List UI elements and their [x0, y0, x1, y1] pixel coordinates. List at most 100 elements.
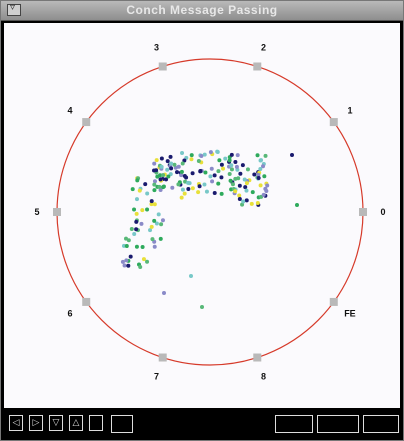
message-dot: [295, 203, 299, 207]
message-dot: [149, 199, 154, 204]
message-dot: [237, 196, 242, 201]
triangle-down-icon[interactable]: ▽: [49, 415, 63, 431]
message-dot: [159, 222, 164, 227]
message-dot: [160, 218, 165, 223]
message-dot: [237, 183, 242, 188]
message-dot: [264, 189, 269, 194]
message-dot: [152, 161, 157, 166]
message-dot: [152, 218, 157, 223]
message-dot: [265, 183, 270, 188]
message-dot: [240, 202, 245, 207]
message-dot: [124, 244, 129, 249]
message-dot: [217, 158, 222, 163]
message-dot: [165, 167, 170, 172]
message-dot: [186, 186, 191, 191]
message-dot: [170, 185, 175, 190]
node-marker[interactable]: [158, 62, 167, 71]
message-dot: [154, 168, 159, 173]
message-dot: [255, 153, 260, 158]
message-dot: [219, 162, 224, 167]
message-dot: [156, 212, 161, 217]
triangle-left-icon[interactable]: ◁: [9, 415, 23, 431]
triangle-up-icon[interactable]: △: [69, 415, 83, 431]
message-dot: [145, 191, 150, 196]
message-dot: [223, 156, 228, 161]
message-dot: [200, 305, 204, 309]
message-dot: [244, 181, 249, 186]
message-dot: [245, 167, 250, 172]
message-dot: [235, 153, 240, 158]
message-dot: [290, 153, 294, 157]
message-dot: [212, 190, 217, 195]
toolbar-blank-button[interactable]: [89, 415, 103, 431]
message-dot: [152, 202, 157, 207]
node-marker[interactable]: [158, 353, 167, 362]
message-dot: [259, 158, 264, 163]
chevron-down-icon: ▿: [10, 2, 16, 13]
message-dot: [228, 178, 233, 183]
message-dot: [233, 189, 238, 194]
message-dot: [243, 185, 248, 190]
node-marker[interactable]: [53, 208, 61, 216]
node-label: 7: [154, 372, 159, 382]
window-title: Conch Message Passing: [126, 3, 278, 17]
triangle-right-icon[interactable]: ▷: [29, 415, 43, 431]
message-dot: [203, 170, 208, 175]
message-dot: [229, 167, 234, 172]
message-dot: [128, 254, 133, 259]
message-dot: [244, 188, 249, 193]
node-marker[interactable]: [82, 118, 91, 127]
message-dot: [145, 259, 150, 264]
message-dot: [216, 169, 221, 174]
title-bar[interactable]: ▿ Conch Message Passing: [1, 1, 403, 21]
node-marker[interactable]: [329, 118, 338, 127]
message-dot: [164, 177, 169, 182]
message-dot: [258, 183, 263, 188]
message-dot: [162, 291, 166, 295]
message-dot: [134, 219, 139, 224]
message-dot: [180, 151, 185, 156]
message-dot: [229, 152, 234, 157]
message-dot: [237, 193, 242, 198]
node-marker[interactable]: [253, 62, 262, 71]
node-label: 6: [68, 309, 73, 319]
message-dot: [124, 236, 129, 241]
message-dot: [261, 192, 266, 197]
message-dot: [209, 166, 214, 171]
node-marker[interactable]: [253, 353, 262, 362]
message-dot: [227, 158, 232, 163]
message-dot: [134, 197, 139, 202]
message-dot: [202, 152, 207, 157]
message-dot: [176, 164, 181, 169]
message-dot: [159, 156, 164, 161]
node-marker[interactable]: [359, 208, 367, 216]
message-canvas[interactable]: 2 1 0 FE 8 7 6 5 4 3: [4, 23, 400, 408]
message-dot: [158, 173, 163, 178]
message-dot: [249, 201, 254, 206]
message-dot: [124, 258, 129, 263]
message-dot: [122, 263, 127, 268]
message-dot: [169, 166, 174, 171]
message-dot: [208, 174, 213, 179]
message-dot: [263, 153, 268, 158]
message-dot: [166, 174, 171, 179]
status-field-1: [275, 415, 313, 433]
message-dot: [227, 172, 232, 177]
message-dot: [244, 198, 249, 203]
node-marker[interactable]: [82, 297, 91, 306]
node-label: 8: [261, 372, 266, 382]
window-menu-button[interactable]: ▿: [7, 2, 21, 16]
message-dot: [172, 162, 177, 167]
message-dot: [230, 182, 235, 187]
message-dot: [234, 164, 239, 169]
ring-visualization: 2 1 0 FE 8 7 6 5 4 3: [34, 42, 385, 382]
message-dot: [134, 227, 139, 232]
message-dot: [161, 185, 166, 190]
toolbar-blank-box[interactable]: [111, 415, 133, 433]
message-dot: [149, 202, 154, 207]
message-dot: [140, 208, 145, 213]
node-marker[interactable]: [329, 297, 338, 306]
message-dot: [134, 211, 139, 216]
message-dot: [252, 172, 257, 177]
